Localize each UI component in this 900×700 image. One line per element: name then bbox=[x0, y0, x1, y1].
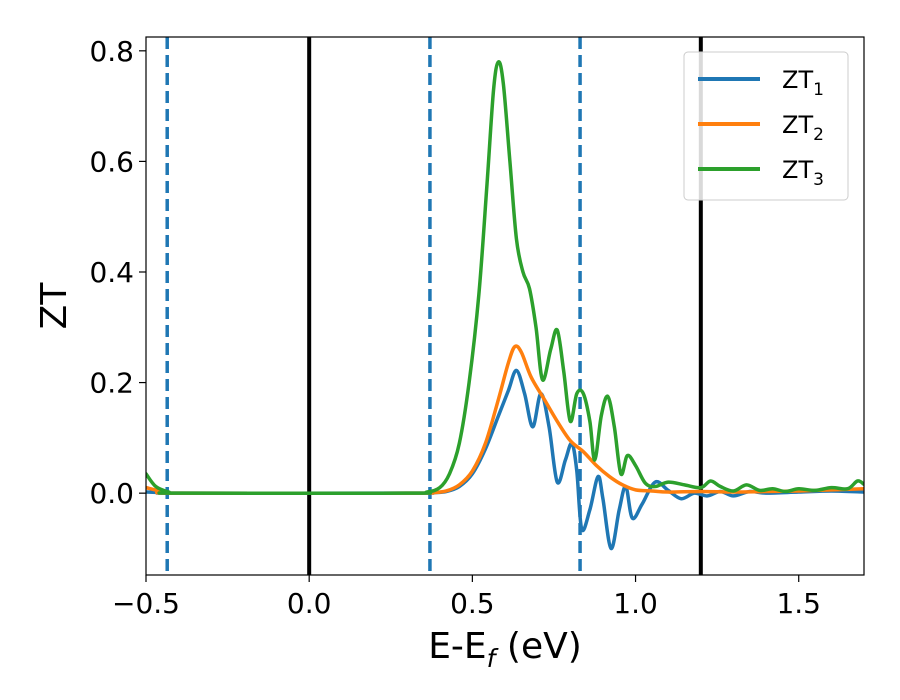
plot-frame bbox=[145, 36, 865, 576]
legend-label-3: ZT3 bbox=[782, 156, 824, 190]
series-line-1 bbox=[146, 368, 864, 551]
y-tick-label-2: 0.4 bbox=[89, 256, 134, 289]
x-tick-label-0: −0.5 bbox=[112, 587, 180, 620]
legend-label-2: ZT2 bbox=[782, 111, 824, 145]
series-lines bbox=[146, 60, 864, 551]
legend-label-1: ZT1 bbox=[782, 66, 824, 100]
x-axis-label: E-Ef (eV) bbox=[428, 626, 582, 673]
y-axis-label: ZT bbox=[34, 282, 75, 330]
y-tick-label-0: 0.0 bbox=[89, 477, 134, 510]
x-tick-label-1: 0.0 bbox=[287, 587, 332, 620]
series-line-3 bbox=[146, 60, 864, 496]
y-tick-label-1: 0.2 bbox=[89, 367, 134, 400]
x-tick-label-4: 1.5 bbox=[776, 587, 821, 620]
x-tick-label-2: 0.5 bbox=[450, 587, 495, 620]
legend: ZT1 ZT2 ZT3 bbox=[683, 51, 849, 201]
x-axis-ticks: −0.5 0.0 0.5 1.0 1.5 bbox=[112, 575, 821, 620]
y-axis-ticks: 0.0 0.2 0.4 0.6 0.8 bbox=[89, 35, 146, 510]
y-tick-label-3: 0.6 bbox=[89, 145, 134, 178]
legend-box bbox=[683, 51, 849, 201]
x-tick-label-3: 1.0 bbox=[613, 587, 658, 620]
series-line-2 bbox=[146, 344, 864, 496]
y-tick-label-4: 0.8 bbox=[89, 35, 134, 68]
